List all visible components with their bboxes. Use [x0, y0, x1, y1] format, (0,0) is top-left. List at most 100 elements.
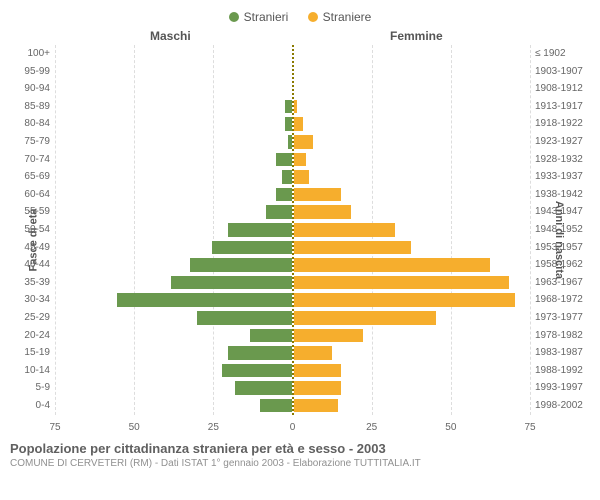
legend-label-female: Straniere	[323, 10, 372, 24]
bar-female	[294, 311, 437, 325]
birth-year-label: 1913-1917	[535, 98, 595, 115]
pyramid-row: 90-941908-1912	[55, 80, 530, 98]
rows-container: 100+≤ 190295-991903-190790-941908-191285…	[55, 45, 530, 415]
pyramid-row: 55-591943-1947	[55, 203, 530, 221]
birth-year-label: 1983-1987	[535, 344, 595, 361]
bar-male	[228, 346, 291, 360]
pyramid-row: 60-641938-1942	[55, 186, 530, 204]
bar-female	[294, 381, 342, 395]
pyramid-row: 20-241978-1982	[55, 327, 530, 345]
bar-female	[294, 241, 411, 255]
birth-year-label: 1903-1907	[535, 63, 595, 80]
bar-female	[294, 188, 342, 202]
pyramid-row: 50-541948-1952	[55, 221, 530, 239]
bar-female	[294, 364, 342, 378]
age-label: 100+	[10, 45, 50, 62]
pyramid-row: 15-191983-1987	[55, 344, 530, 362]
bar-male	[285, 117, 291, 131]
age-label: 65-69	[10, 168, 50, 185]
age-label: 50-54	[10, 221, 50, 238]
bar-male	[171, 276, 291, 290]
age-label: 10-14	[10, 362, 50, 379]
x-tick: 75	[49, 422, 60, 433]
pyramid-row: 95-991903-1907	[55, 63, 530, 81]
bar-female	[294, 329, 364, 343]
age-label: 45-49	[10, 239, 50, 256]
age-label: 15-19	[10, 344, 50, 361]
birth-year-label: 1928-1932	[535, 151, 595, 168]
bar-female	[294, 346, 332, 360]
x-tick: 0	[290, 422, 296, 433]
x-axis: 7550250255075	[55, 415, 530, 435]
pyramid-row: 40-441958-1962	[55, 256, 530, 274]
age-label: 20-24	[10, 327, 50, 344]
bar-female	[294, 100, 297, 114]
bar-male	[282, 170, 292, 184]
bar-female	[294, 276, 509, 290]
bar-female	[294, 223, 395, 237]
bar-female	[294, 135, 313, 149]
pyramid-row: 70-741928-1932	[55, 151, 530, 169]
bar-male	[212, 241, 291, 255]
age-label: 40-44	[10, 256, 50, 273]
legend-item-male: Stranieri	[229, 10, 289, 24]
pyramid-row: 5-91993-1997	[55, 379, 530, 397]
pyramid-row: 45-491953-1957	[55, 239, 530, 257]
legend-swatch-male	[229, 12, 239, 22]
pyramid-row: 35-391963-1967	[55, 274, 530, 292]
bar-female	[294, 293, 516, 307]
age-label: 35-39	[10, 274, 50, 291]
birth-year-label: 1963-1967	[535, 274, 595, 291]
bar-male	[197, 311, 292, 325]
x-tick: 75	[524, 422, 535, 433]
age-label: 90-94	[10, 80, 50, 97]
footer-title: Popolazione per cittadinanza straniera p…	[10, 441, 590, 456]
bar-male	[288, 135, 291, 149]
column-headers: Maschi Femmine	[0, 29, 600, 45]
plot-area: Fasce di età Anni di nascita 100+≤ 19029…	[0, 45, 600, 435]
birth-year-label: 1933-1937	[535, 168, 595, 185]
pyramid-row: 85-891913-1917	[55, 98, 530, 116]
bar-male	[222, 364, 292, 378]
birth-year-label: 1978-1982	[535, 327, 595, 344]
x-tick: 25	[208, 422, 219, 433]
x-tick: 50	[129, 422, 140, 433]
bar-female	[294, 205, 351, 219]
legend-swatch-female	[308, 12, 318, 22]
gridline	[530, 45, 531, 415]
bar-female	[294, 117, 304, 131]
bar-female	[294, 258, 490, 272]
age-label: 95-99	[10, 63, 50, 80]
column-header-male: Maschi	[150, 29, 191, 43]
birth-year-label: 1908-1912	[535, 80, 595, 97]
birth-year-label: 1953-1957	[535, 239, 595, 256]
age-label: 85-89	[10, 98, 50, 115]
bar-female	[294, 170, 310, 184]
pyramid-row: 80-841918-1922	[55, 115, 530, 133]
bar-male	[276, 188, 292, 202]
legend-item-female: Straniere	[308, 10, 372, 24]
pyramid-row: 10-141988-1992	[55, 362, 530, 380]
birth-year-label: ≤ 1902	[535, 45, 595, 62]
bar-female	[294, 399, 338, 413]
birth-year-label: 1948-1952	[535, 221, 595, 238]
column-header-female: Femmine	[390, 29, 443, 43]
birth-year-label: 1938-1942	[535, 186, 595, 203]
birth-year-label: 1998-2002	[535, 397, 595, 414]
age-label: 70-74	[10, 151, 50, 168]
birth-year-label: 1968-1972	[535, 291, 595, 308]
bar-male	[276, 153, 292, 167]
age-label: 75-79	[10, 133, 50, 150]
pyramid-row: 0-41998-2002	[55, 397, 530, 415]
population-pyramid-chart: Stranieri Straniere Maschi Femmine Fasce…	[0, 0, 600, 500]
age-label: 80-84	[10, 115, 50, 132]
pyramid-row: 25-291973-1977	[55, 309, 530, 327]
age-label: 5-9	[10, 379, 50, 396]
pyramid-row: 30-341968-1972	[55, 291, 530, 309]
bar-male	[250, 329, 291, 343]
legend: Stranieri Straniere	[0, 10, 600, 25]
chart-footer: Popolazione per cittadinanza straniera p…	[0, 435, 600, 469]
bar-female	[294, 153, 307, 167]
footer-subtitle: COMUNE DI CERVETERI (RM) - Dati ISTAT 1°…	[10, 458, 590, 469]
pyramid-row: 100+≤ 1902	[55, 45, 530, 63]
